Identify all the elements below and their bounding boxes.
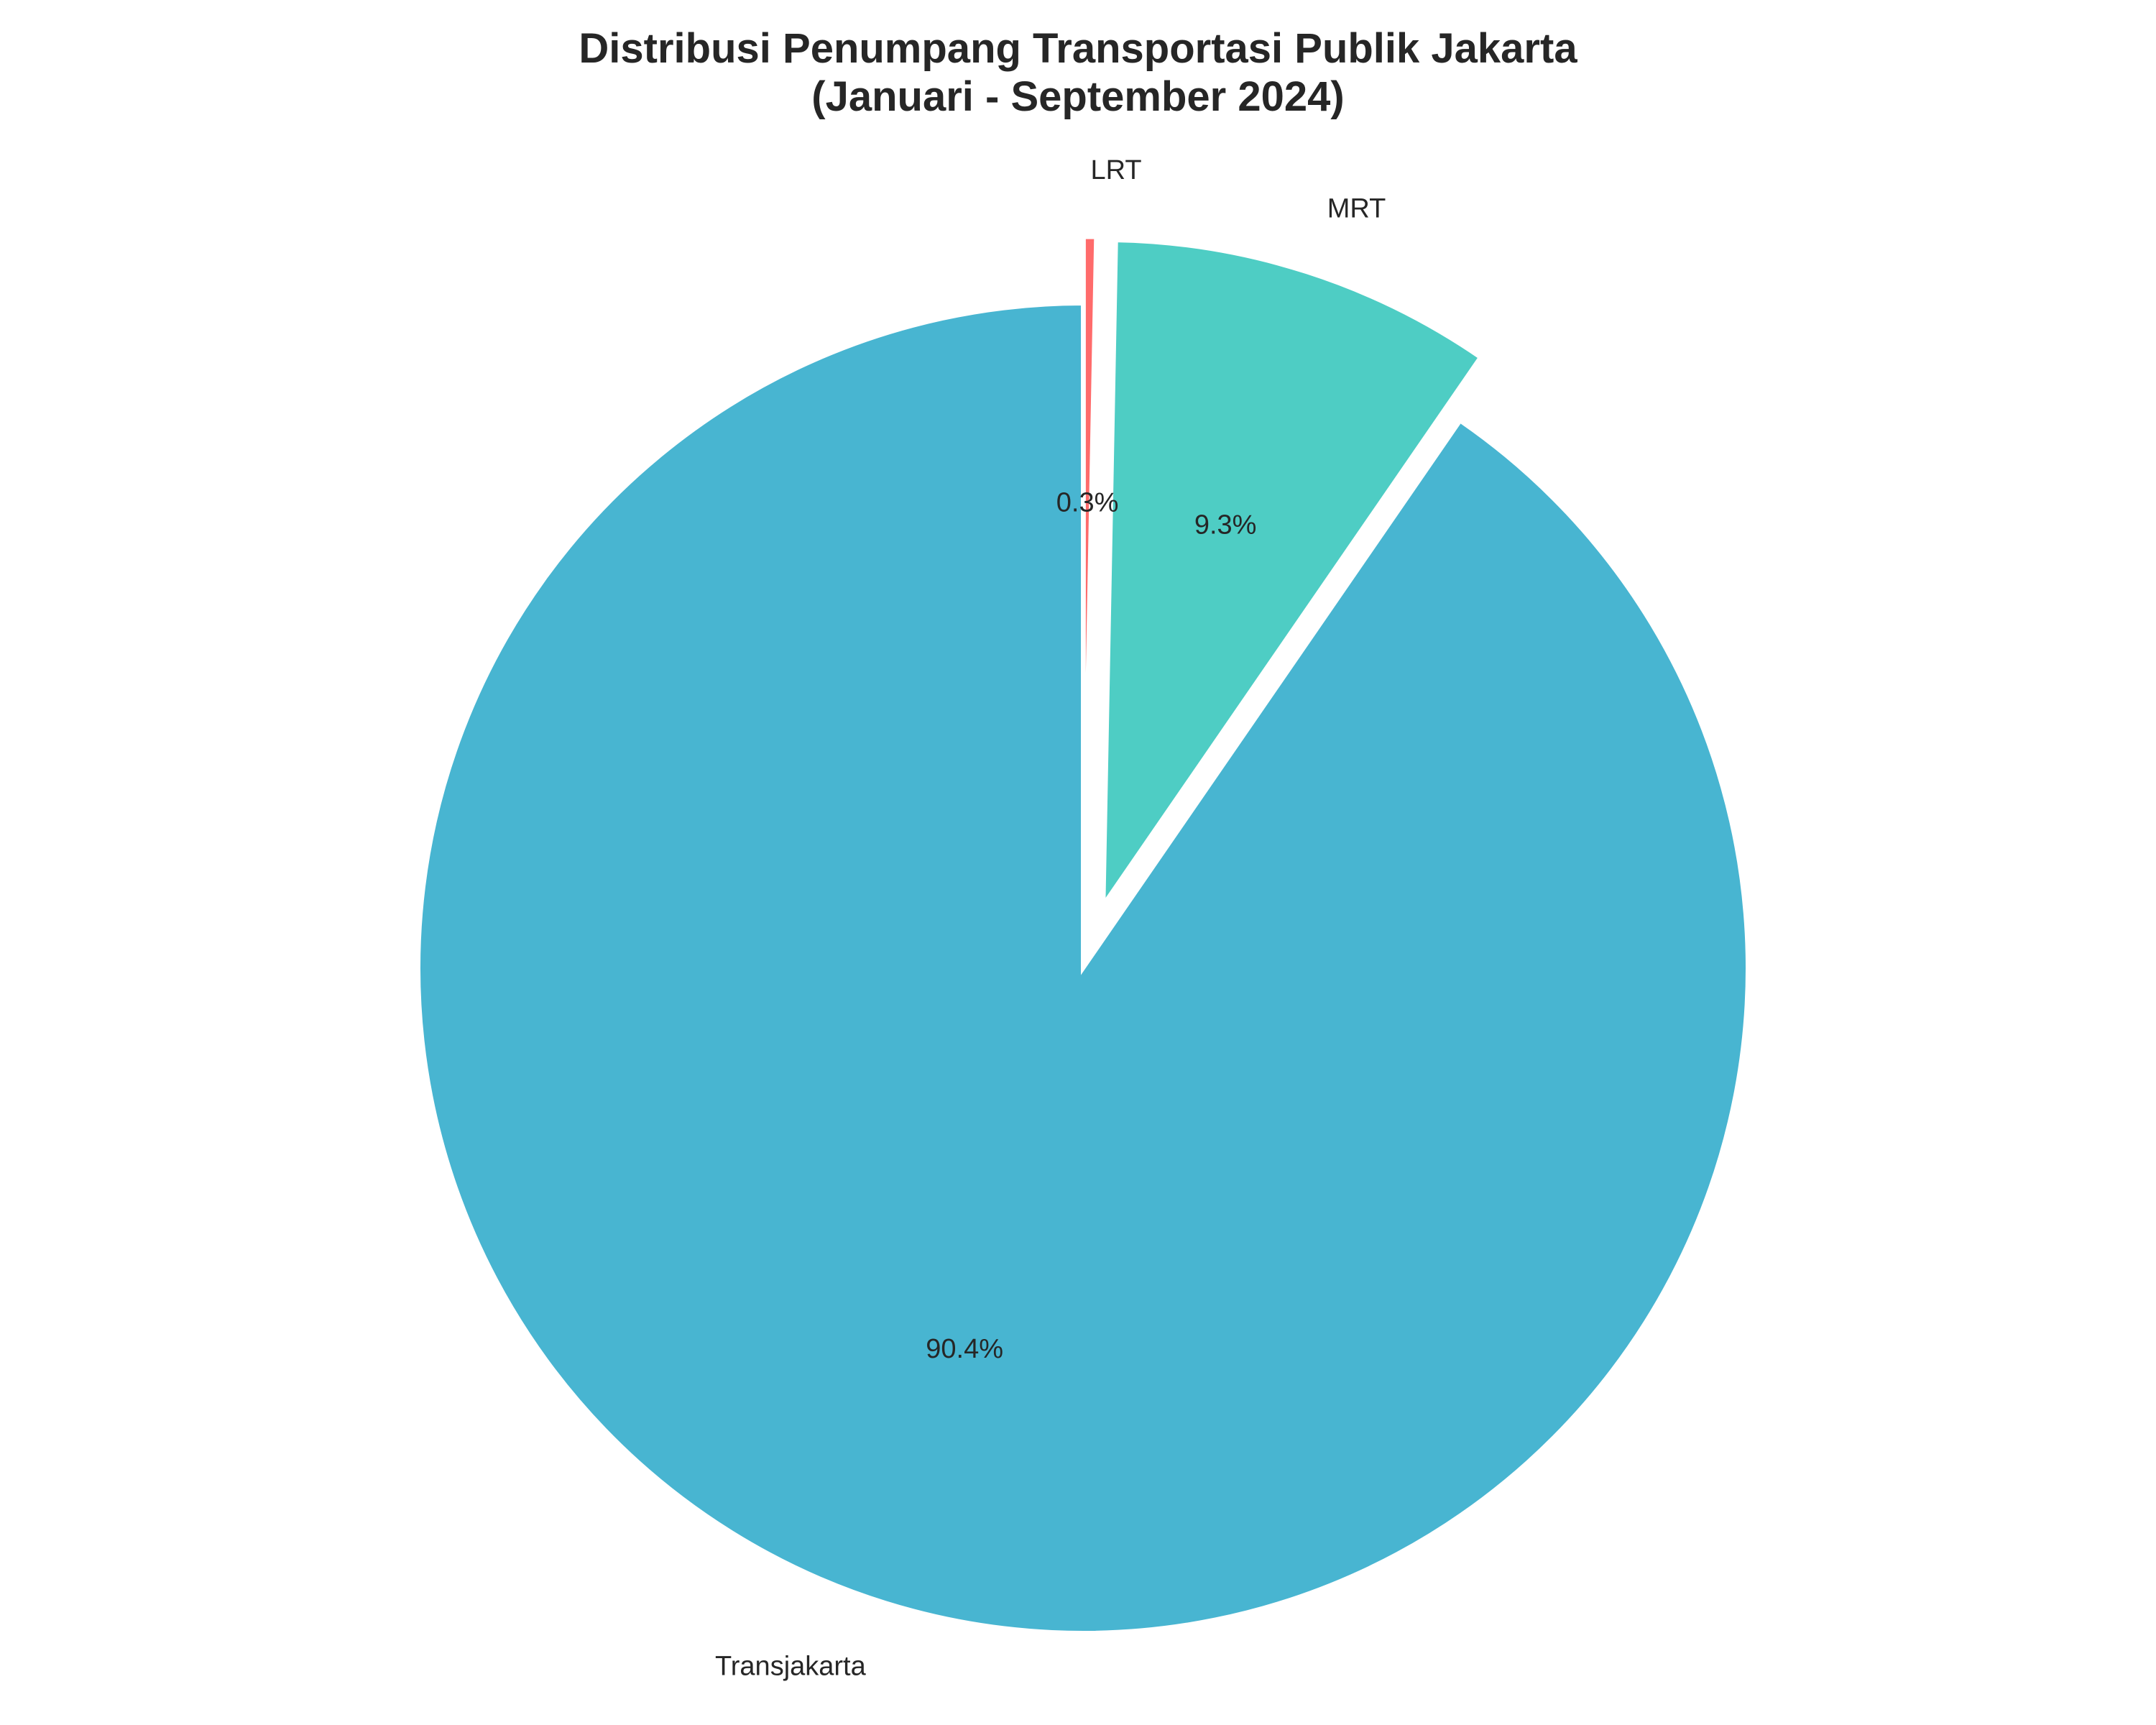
pct-label-transjakarta: 90.4% (926, 1334, 1003, 1364)
slice-label-lrt: LRT (1090, 155, 1141, 185)
pie-slice-transjakarta (416, 300, 1750, 1635)
pct-label-mrt: 9.3% (1194, 510, 1257, 540)
chart-title-line-1: Distribusi Penumpang Transportasi Publik… (579, 25, 1577, 72)
labels-layer: Transjakarta 90.4% MRT 9.3% LRT 0.3% (715, 155, 1386, 1682)
slice-label-mrt: MRT (1327, 193, 1386, 224)
slice-label-transjakarta: Transjakarta (715, 1652, 867, 1682)
chart-title-line-2: (Januari - September 2024) (811, 73, 1345, 120)
pie-slice-lrt (1081, 234, 1099, 902)
pct-label-lrt: 0.3% (1056, 488, 1119, 518)
pie-slice-mrt (1101, 238, 1484, 912)
slices-layer (416, 234, 1750, 1635)
